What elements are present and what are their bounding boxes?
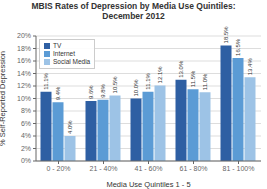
svg-text:0 - 20%: 0 - 20% [46, 165, 70, 172]
html-text:MBIS Rates of Depression by Me: MBIS Rates of Depression by Media Use Qu… [31, 1, 236, 11]
svg-text:13.4%: 13.4% [247, 58, 253, 76]
svg-text:Media Use Quintiles 1 - 5: Media Use Quintiles 1 - 5 [106, 180, 190, 189]
svg-text:21 - 40%: 21 - 40% [89, 165, 117, 172]
svg-text:14%: 14% [17, 70, 31, 77]
html-text:TV: TV [53, 42, 62, 49]
svg-text:8%: 8% [21, 107, 31, 114]
svg-text:11.1%: 11.1% [145, 72, 151, 89]
svg-text:9.6%: 9.6% [88, 85, 94, 99]
svg-text:11.1%: 11.1% [43, 72, 49, 89]
svg-text:13.0%: 13.0% [178, 60, 184, 78]
svg-text:4.0%: 4.0% [67, 120, 73, 134]
svg-text:16%: 16% [17, 57, 31, 64]
svg-text:11.5%: 11.5% [190, 70, 196, 87]
svg-text:18.5%: 18.5% [223, 26, 229, 44]
svg-text:61 - 80%: 61 - 80% [179, 165, 207, 172]
svg-text:12.1%: 12.1% [157, 66, 163, 84]
svg-text:11.0%: 11.0% [202, 73, 208, 90]
svg-text:10.0%: 10.0% [133, 79, 139, 97]
svg-text:81 - 100%: 81 - 100% [223, 165, 255, 172]
html-text:Internet: Internet [53, 50, 75, 57]
svg-text:10%: 10% [17, 95, 31, 102]
svg-text:9.4%: 9.4% [55, 86, 61, 100]
svg-text:0%: 0% [21, 157, 31, 164]
svg-text:4%: 4% [21, 132, 31, 139]
svg-text:2%: 2% [21, 145, 31, 152]
svg-text:20%: 20% [17, 32, 31, 39]
svg-text:41 - 60%: 41 - 60% [134, 165, 162, 172]
svg-text:10.5%: 10.5% [112, 76, 118, 94]
html-text:Social Media: Social Media [53, 58, 91, 65]
svg-text:9.8%: 9.8% [100, 83, 106, 97]
svg-text:12%: 12% [17, 82, 31, 89]
html-text:December 2012: December 2012 [102, 11, 165, 21]
svg-text:6%: 6% [21, 120, 31, 127]
svg-text:18%: 18% [17, 45, 31, 52]
svg-text:% Self-Reported Depression: % Self-Reported Depression [0, 51, 7, 146]
svg-text:16.5%: 16.5% [235, 38, 241, 56]
